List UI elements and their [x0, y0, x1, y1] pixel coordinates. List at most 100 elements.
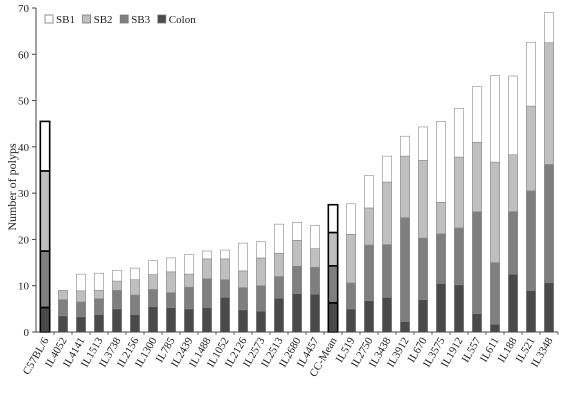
y-tick-label-0: 0 [24, 327, 30, 339]
bar-segment-il4457-sb1 [310, 225, 320, 249]
bar-segment-il519-sb2 [346, 234, 356, 284]
bar-segment-il1300-sb2 [148, 274, 158, 290]
bar-segment-il2513-sb1 [274, 223, 284, 254]
bar-segment-il3348-colon [544, 282, 554, 333]
bar-segment-il1052-sb3 [220, 279, 230, 298]
bar-segment-il3575-sb3 [436, 233, 446, 284]
bar-segment-il3438-colon [382, 296, 392, 333]
bar-segment-il3348-sb3 [544, 164, 554, 283]
bar-segment-il3738-colon [112, 308, 122, 333]
bar-segment-il2156-colon [130, 314, 140, 333]
bar-segment-il785-colon [166, 307, 176, 333]
bar-segment-il2439-sb3 [184, 286, 194, 310]
bar-segment-il4141-sb3 [76, 301, 86, 318]
bar-segment-il3912-sb1 [400, 135, 410, 157]
bar-segment-il611-sb3 [490, 262, 500, 325]
bar-segment-il3575-sb2 [436, 202, 446, 235]
y-tick-label-30: 30 [18, 188, 30, 200]
axes-layer: 0 10 20 30 40 50 60 70 [18, 3, 559, 339]
y-axis-title: Number of polyps [5, 143, 19, 231]
bar-segment-il188-sb3 [508, 211, 518, 275]
bar-segment-il611-sb2 [490, 161, 500, 263]
bar-segment-il611-sb1 [490, 75, 500, 163]
legend-swatch-sb3 [119, 14, 129, 24]
legend-swatch-sb1 [44, 14, 54, 24]
bar-segment-il4457-colon [310, 293, 320, 333]
bar-segment-c57bl-6-sb1 [39, 120, 51, 172]
bar-segment-il1488-sb3 [202, 278, 212, 308]
bar-segment-il3575-sb1 [436, 121, 446, 203]
bar-segment-il2680-sb1 [292, 222, 302, 241]
bar-segment-il1488-colon [202, 307, 212, 333]
bar-segment-il519-sb1 [346, 203, 356, 235]
bar-segment-il1300-sb3 [148, 289, 158, 307]
bar-segment-il1300-colon [148, 306, 158, 333]
bar-segment-il2750-sb3 [364, 244, 374, 301]
bar-segment-il2680-sb3 [292, 265, 302, 294]
bar-segment-il4457-sb3 [310, 266, 320, 295]
bar-segment-il4141-sb1 [76, 273, 86, 292]
y-tick-label-20: 20 [18, 234, 30, 246]
bar-segment-cc-mean-sb1 [327, 203, 339, 234]
bar-segment-c57bl-6-sb2 [39, 170, 51, 252]
bar-segment-il1513-sb2 [94, 290, 104, 299]
bar-segment-il557-colon [472, 313, 482, 333]
legend-label-sb2: SB2 [94, 14, 113, 26]
legend-swatch-sb2 [82, 14, 91, 24]
x-tick-labels: C57BL/6IL4052IL4141IL1513IL3738IL2156IL1… [21, 335, 556, 379]
bar-segment-il1488-sb2 [202, 258, 212, 280]
bar-segment-il1912-sb1 [454, 108, 464, 158]
bar-segment-il2126-colon [238, 309, 248, 333]
bar-segment-il1052-sb2 [220, 258, 230, 280]
bar-segment-c57bl-6-sb3 [39, 250, 51, 309]
bar-segment-il4141-colon [76, 316, 86, 333]
bar-segment-il3912-sb3 [400, 217, 410, 322]
bar-segment-il611-colon [490, 323, 500, 333]
bar-segment-il3575-colon [436, 283, 446, 333]
bar-segment-il785-sb2 [166, 271, 176, 293]
bar-segment-il2439-colon [184, 308, 194, 333]
bar-segment-il4052-sb2 [58, 290, 68, 300]
bar-segment-il2439-sb1 [184, 254, 194, 275]
bar-segment-il1488-sb1 [202, 250, 212, 260]
bar-segment-il2513-sb2 [274, 253, 284, 277]
bars-layer [39, 12, 554, 333]
bar-segment-il785-sb3 [166, 292, 176, 308]
bar-segment-il4052-sb3 [58, 299, 68, 317]
bar-segment-il188-colon [508, 273, 518, 333]
bar-segment-il4457-sb2 [310, 248, 320, 268]
y-tick-label-10: 10 [18, 281, 30, 293]
bar-segment-il3912-sb2 [400, 155, 410, 218]
bar-segment-il521-sb3 [526, 190, 536, 291]
bar-segment-il3438-sb2 [382, 181, 392, 245]
bar-segment-il3738-sb3 [112, 290, 122, 310]
bar-segment-il1513-sb3 [94, 298, 104, 315]
bar-segment-il4052-colon [58, 315, 68, 333]
bar-segment-il3348-sb1 [544, 12, 554, 44]
bar-segment-il670-sb3 [418, 237, 428, 300]
bar-segment-il1513-sb1 [94, 272, 104, 291]
bar-segment-il2573-sb1 [256, 241, 266, 259]
bar-segment-il2680-colon [292, 293, 302, 333]
bar-segment-il3738-sb2 [112, 280, 122, 291]
bar-segment-il521-sb1 [526, 41, 536, 107]
bar-segment-il3912-colon [400, 321, 410, 333]
bar-segment-il188-sb1 [508, 75, 518, 156]
bar-segment-il1912-sb2 [454, 156, 464, 229]
y-tick-label-50: 50 [18, 96, 30, 108]
bar-segment-il519-colon [346, 308, 356, 333]
bar-segment-il557-sb3 [472, 211, 482, 314]
bar-segment-il2156-sb1 [130, 267, 140, 281]
legend-label-colon: Colon [169, 14, 196, 26]
legend: SB1 SB2 SB3 Colon [44, 14, 196, 26]
bar-segment-il519-sb3 [346, 282, 356, 310]
legend-label-sb3: SB3 [131, 14, 150, 26]
bar-segment-il2439-sb2 [184, 273, 194, 288]
bar-segment-il670-sb2 [418, 159, 428, 239]
bar-segment-il670-sb1 [418, 126, 428, 161]
bar-segment-c57bl-6-colon [39, 306, 51, 333]
bar-segment-il557-sb2 [472, 141, 482, 212]
bar-segment-il521-colon [526, 290, 536, 333]
bar-segment-il2126-sb2 [238, 270, 248, 288]
